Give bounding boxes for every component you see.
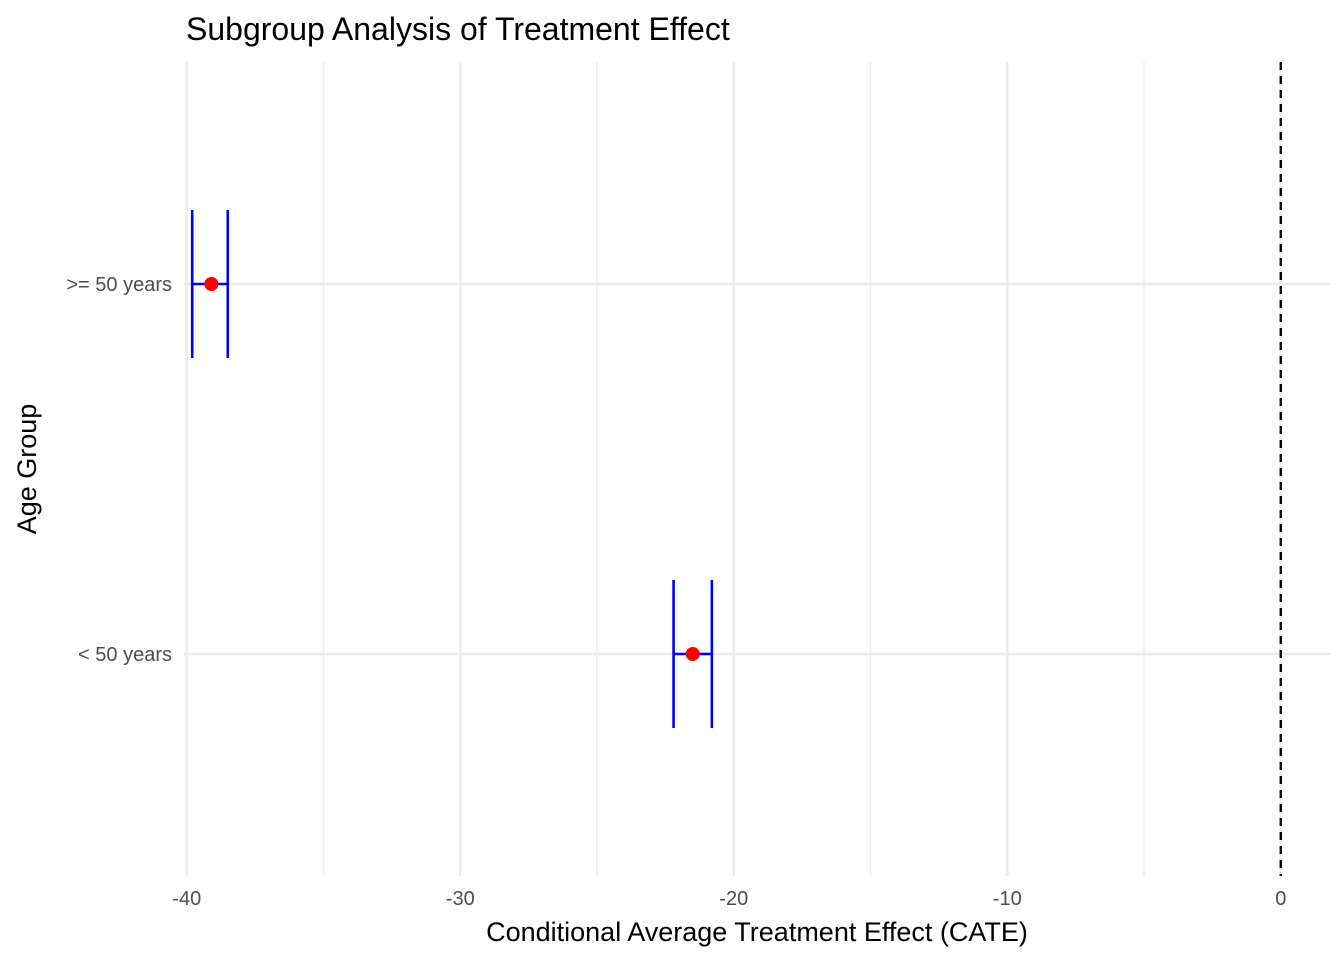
x-tick-label: -10 <box>993 888 1022 910</box>
chart-title: Subgroup Analysis of Treatment Effect <box>186 11 730 47</box>
x-axis-title: Conditional Average Treatment Effect (CA… <box>486 917 1028 947</box>
y-axis-title: Age Group <box>12 404 42 535</box>
tick-labels: -40 -30 -20 -10 0 >= 50 years < 50 years <box>66 274 1286 910</box>
point-estimate <box>204 277 219 291</box>
y-tick-label: < 50 years <box>78 644 172 666</box>
x-tick-label: -40 <box>172 888 201 910</box>
grid <box>184 62 1330 876</box>
point-estimate <box>685 647 700 661</box>
y-tick-label: >= 50 years <box>66 274 172 296</box>
x-tick-label: 0 <box>1275 888 1286 910</box>
marks <box>190 210 714 728</box>
x-tick-label: -30 <box>446 888 475 910</box>
x-tick-label: -20 <box>719 888 748 910</box>
